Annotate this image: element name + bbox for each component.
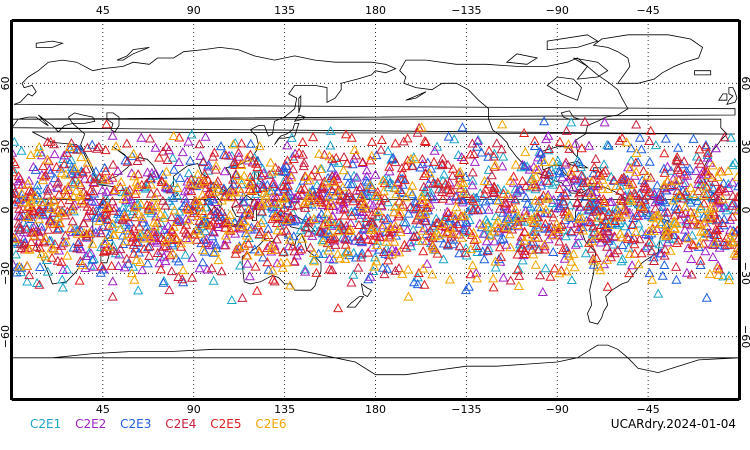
lon-tick-top: −45 [637, 4, 660, 17]
lat-tick-left: −60 [0, 325, 12, 348]
legend-item-c2e2: C2E2 [75, 417, 107, 431]
lat-tick-right: 30 [739, 140, 750, 154]
coastline-nz_south [346, 296, 365, 308]
lon-tick-top: −90 [546, 4, 569, 17]
lon-tick-top: 45 [96, 4, 110, 17]
occultation-markers [12, 116, 739, 313]
product-label: UCARdry.2024-01-04 [610, 417, 736, 431]
coastline-eurasia-wrap [0, 47, 8, 208]
coastline-samerica [575, 186, 669, 325]
lon-tick-bottom: −135 [451, 403, 481, 416]
lat-tick-left: 0 [0, 207, 12, 214]
coastline-svalbard [35, 40, 64, 48]
lon-tick-top: 135 [274, 4, 295, 17]
coastline-nz_north [360, 283, 373, 298]
legend-item-c2e3: C2E3 [120, 417, 152, 431]
lat-tick-left: 30 [0, 140, 12, 154]
lat-tick-left: 60 [0, 76, 12, 90]
coastline-kamchatka_isl [405, 91, 427, 101]
lat-tick-right: −30 [739, 262, 750, 285]
markers-c2e6 [12, 119, 739, 301]
right-frame-bar [738, 20, 741, 400]
coastline-blacksea [67, 112, 96, 124]
graticule [12, 20, 739, 400]
lon-tick-bottom: 180 [365, 403, 386, 416]
coastline-japan [274, 123, 300, 145]
axis-ticks: 45 90 135 180 −135 −90 −45 45 90 135 180 −135 −90 −45… [0, 4, 750, 416]
top-frame-bar [12, 19, 739, 22]
lat-tick-left: −30 [0, 262, 12, 285]
lon-tick-bottom: 90 [187, 403, 201, 416]
lon-tick-bottom: 135 [274, 403, 295, 416]
legend-item-c2e1: C2E1 [30, 417, 62, 431]
coastline-britain [726, 87, 738, 106]
coastline-baffin [573, 57, 609, 80]
bottom-frame-bar [12, 398, 739, 401]
coastline-caspian [106, 112, 120, 133]
coastline-cuba [567, 160, 589, 169]
coastline-novaya [116, 47, 150, 61]
coastline-sakhalin [298, 95, 302, 113]
legend-item-c2e6: C2E6 [255, 417, 287, 431]
coastline-victoria [505, 53, 539, 65]
legend: C2E1 C2E2 C2E3 C2E4 C2E5 C2E6 [30, 417, 297, 431]
lat-tick-right: 60 [739, 76, 750, 90]
coastline-greatlakes [560, 110, 580, 120]
left-frame-bar [10, 20, 13, 400]
lon-tick-top: 90 [187, 4, 201, 17]
coastline-iceland [694, 70, 712, 76]
lon-tick-bottom: −45 [637, 403, 660, 416]
lon-tick-top: 180 [365, 4, 386, 17]
legend-item-c2e4: C2E4 [165, 417, 197, 431]
lon-tick-bottom: 45 [96, 403, 110, 416]
coastline-antarctica [12, 344, 739, 376]
lat-tick-right: 0 [739, 207, 750, 214]
markers-c2e5 [12, 119, 739, 313]
coastline-greenland [592, 34, 704, 84]
coastline-hokkaido [293, 114, 306, 122]
coastline-ellesmere [546, 34, 599, 51]
legend-item-c2e5: C2E5 [210, 417, 242, 431]
lat-tick-right: −60 [739, 325, 750, 348]
coastline-ireland [718, 93, 728, 101]
lon-tick-bottom: −90 [546, 403, 569, 416]
lon-tick-top: −135 [451, 4, 481, 17]
